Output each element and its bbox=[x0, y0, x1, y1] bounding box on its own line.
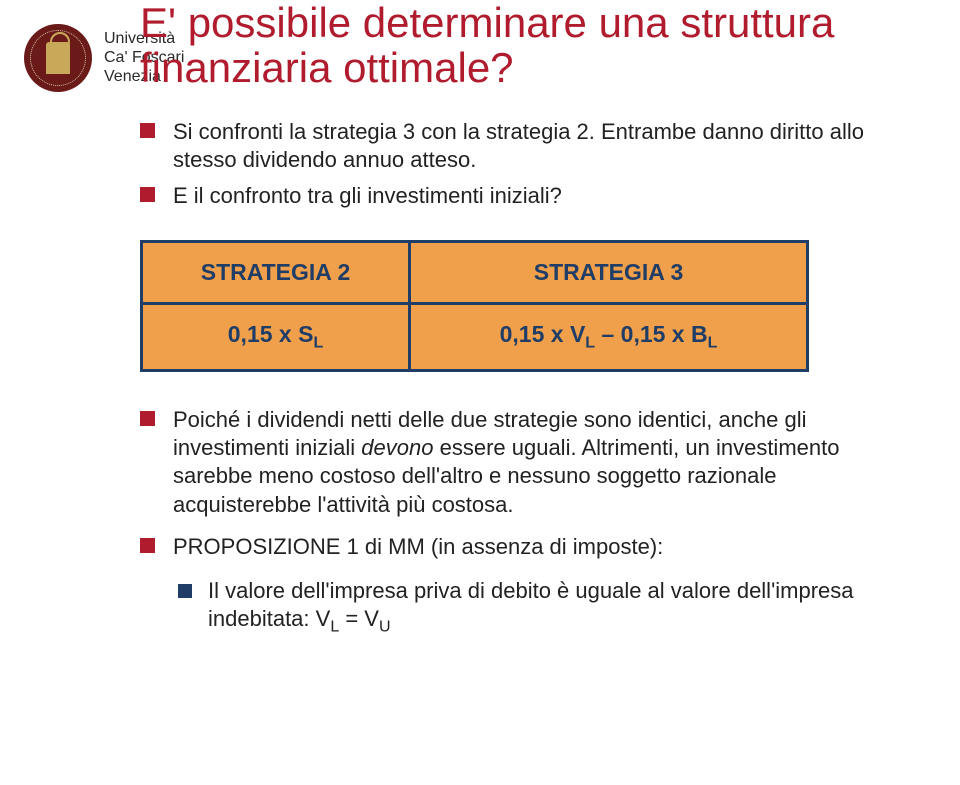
strategy-table: STRATEGIA 2 STRATEGIA 3 0,15 x SL 0,15 x… bbox=[140, 240, 920, 372]
proposition-lead: PROPOSIZIONE 1 di MM (in assenza di impo… bbox=[173, 533, 663, 561]
table-header-cell: STRATEGIA 2 bbox=[142, 242, 410, 304]
cell-subscript: L bbox=[708, 335, 718, 352]
text-span: Il valore dell'impresa priva di debito è… bbox=[208, 578, 854, 631]
table-cell: 0,15 x VL – 0,15 x BL bbox=[410, 304, 808, 371]
bullet-square-icon bbox=[140, 187, 155, 202]
cell-subscript: L bbox=[313, 335, 323, 352]
sub-bullet-text: Il valore dell'impresa priva di debito è… bbox=[208, 577, 920, 638]
bullet-proposition: PROPOSIZIONE 1 di MM (in assenza di impo… bbox=[140, 533, 920, 561]
bullet-2: E il confronto tra gli investimenti iniz… bbox=[140, 182, 920, 210]
subscript: U bbox=[379, 618, 391, 635]
bullet-3: Poiché i dividendi netti delle due strat… bbox=[140, 406, 920, 519]
text-span: = V bbox=[339, 606, 379, 631]
slide-content: Si confronti la strategia 3 con la strat… bbox=[140, 118, 920, 638]
bullet-square-icon bbox=[140, 123, 155, 138]
cell-text: 0,15 x V bbox=[500, 321, 586, 347]
cell-text: 0,15 x S bbox=[228, 321, 314, 347]
bullet-text: E il confronto tra gli investimenti iniz… bbox=[173, 182, 562, 210]
subscript: L bbox=[330, 618, 339, 635]
bullet-square-icon bbox=[178, 584, 192, 598]
bullet-text: Si confronti la strategia 3 con la strat… bbox=[173, 118, 920, 174]
cell-text: – 0,15 x B bbox=[595, 321, 708, 347]
slide-title: E' possibile determinare una struttura f… bbox=[140, 0, 930, 91]
seal-icon bbox=[24, 24, 92, 92]
bullet-text: Poiché i dividendi netti delle due strat… bbox=[173, 406, 920, 519]
italic-span: devono bbox=[361, 435, 433, 460]
sub-bullet: Il valore dell'impresa priva di debito è… bbox=[178, 577, 920, 638]
bullet-square-icon bbox=[140, 538, 155, 553]
cell-subscript: L bbox=[585, 335, 595, 352]
table-cell: 0,15 x SL bbox=[142, 304, 410, 371]
bullet-square-icon bbox=[140, 411, 155, 426]
table-header-cell: STRATEGIA 3 bbox=[410, 242, 808, 304]
bullet-1: Si confronti la strategia 3 con la strat… bbox=[140, 118, 920, 174]
